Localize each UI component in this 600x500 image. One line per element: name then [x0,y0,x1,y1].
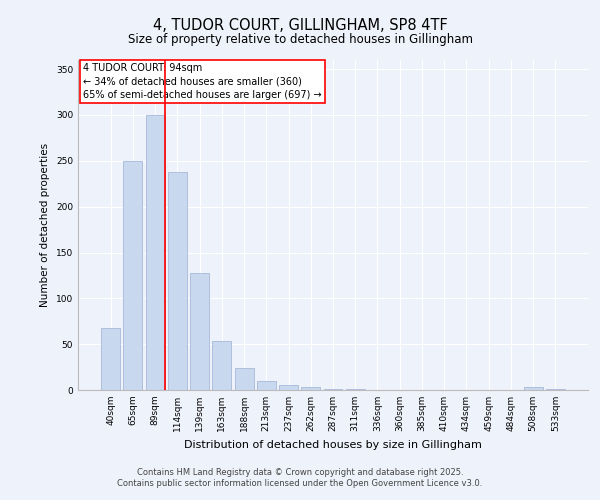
Bar [235,368,254,390]
Bar [524,387,542,390]
Bar [146,115,164,390]
Text: Contains HM Land Registry data © Crown copyright and database right 2025.
Contai: Contains HM Land Registry data © Crown c… [118,468,482,487]
Y-axis label: Number of detached properties: Number of detached properties [40,143,50,307]
Bar [546,389,565,390]
Bar [212,342,231,390]
Bar [346,389,365,390]
Text: 4 TUDOR COURT: 94sqm
← 34% of detached houses are smaller (360)
65% of semi-deta: 4 TUDOR COURT: 94sqm ← 34% of detached h… [83,64,322,100]
X-axis label: Distribution of detached houses by size in Gillingham: Distribution of detached houses by size … [184,440,482,450]
Bar [257,381,276,390]
Bar [168,172,187,390]
Bar [190,272,209,390]
Text: 4, TUDOR COURT, GILLINGHAM, SP8 4TF: 4, TUDOR COURT, GILLINGHAM, SP8 4TF [152,18,448,32]
Bar [101,328,120,390]
Bar [279,386,298,390]
Bar [323,389,343,390]
Text: Size of property relative to detached houses in Gillingham: Size of property relative to detached ho… [128,32,473,46]
Bar [124,161,142,390]
Bar [301,387,320,390]
